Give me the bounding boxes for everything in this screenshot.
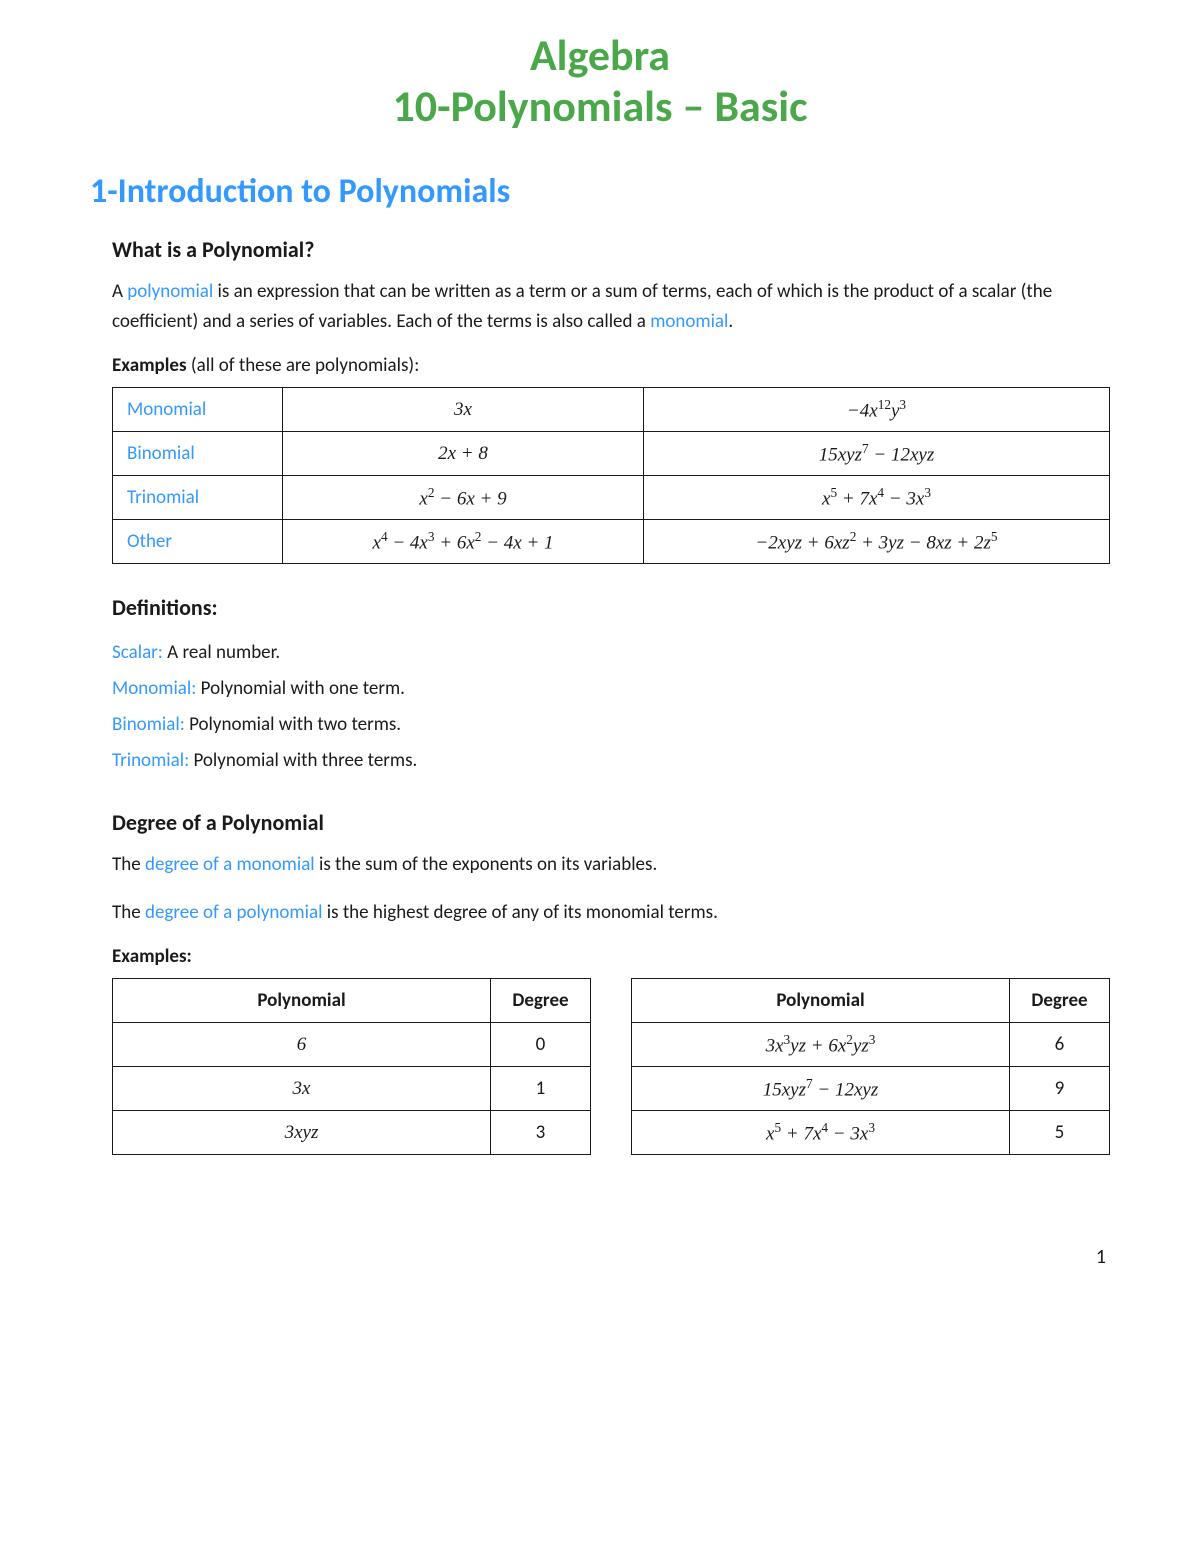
definition-body: Polynomial with two terms. — [185, 713, 401, 736]
dp1-term: degree of a monomial — [145, 853, 315, 876]
table-row: 3x3yz + 6x2yz36 — [632, 1023, 1110, 1067]
degree-poly: 3x — [113, 1067, 491, 1111]
table-row: Otherx4 − 4x3 + 6x2 − 4x + 1−2xyz + 6xz2… — [113, 520, 1110, 564]
table-row: x5 + 7x4 − 3x35 — [632, 1111, 1110, 1155]
examples-lead: Examples — [112, 354, 187, 377]
definition-body: A real number. — [163, 641, 280, 664]
definition-line: Binomial: Polynomial with two terms. — [112, 707, 1110, 743]
dp2-term: degree of a polynomial — [145, 901, 322, 924]
definition-body: Polynomial with one term. — [196, 677, 405, 700]
table-row: Monomial3x−4x12y3 — [113, 388, 1110, 432]
type-expr-2: 15xyz7 − 12xyz — [644, 432, 1110, 476]
document-title: Algebra 10-Polynomials – Basic — [90, 30, 1110, 131]
section-heading: 1-Introduction to Polynomials — [90, 171, 1110, 212]
deg-head-deg-r: Degree — [1010, 979, 1110, 1023]
dp1-pre: The — [112, 853, 145, 876]
type-expr-2: −4x12y3 — [644, 388, 1110, 432]
examples-rest: (all of these are polynomials): — [187, 354, 420, 377]
examples-label-1: Examples (all of these are polynomials): — [112, 354, 1110, 377]
degree-tables: Polynomial Degree 603x13xyz3 Polynomial … — [112, 978, 1110, 1175]
term-monomial: monomial — [650, 310, 728, 333]
definition-body: Polynomial with three terms. — [189, 749, 417, 772]
degree-table-left: Polynomial Degree 603x13xyz3 — [112, 978, 591, 1155]
table-row: Trinomialx2 − 6x + 9x5 + 7x4 − 3x3 — [113, 476, 1110, 520]
type-label: Other — [113, 520, 283, 564]
degree-value: 0 — [491, 1023, 591, 1067]
term-polynomial: polynomial — [127, 280, 213, 303]
definition-term: Scalar: — [112, 641, 163, 664]
type-expr-1: x2 − 6x + 9 — [283, 476, 644, 520]
deg-head-poly: Polynomial — [113, 979, 491, 1023]
degree-para-1: The degree of a monomial is the sum of t… — [112, 850, 1110, 879]
title-line-2: 10-Polynomials – Basic — [90, 81, 1110, 132]
intro-pre: A — [112, 280, 127, 303]
definitions-block: Scalar: A real number.Monomial: Polynomi… — [112, 635, 1110, 779]
type-label: Binomial — [113, 432, 283, 476]
subhead-what-is: What is a Polynomial? — [112, 236, 1110, 263]
degree-poly: x5 + 7x4 − 3x3 — [632, 1111, 1010, 1155]
intro-mid: is an expression that can be written as … — [112, 280, 1052, 332]
degree-poly: 15xyz7 − 12xyz — [632, 1067, 1010, 1111]
definition-term: Binomial: — [112, 713, 185, 736]
definition-term: Monomial: — [112, 677, 196, 700]
table-row: 3x1 — [113, 1067, 591, 1111]
degree-value: 1 — [491, 1067, 591, 1111]
table-row: 60 — [113, 1023, 591, 1067]
definition-line: Monomial: Polynomial with one term. — [112, 671, 1110, 707]
degree-value: 6 — [1010, 1023, 1110, 1067]
examples2-lead: Examples: — [112, 945, 192, 968]
degree-value: 5 — [1010, 1111, 1110, 1155]
page-number: 1 — [90, 1245, 1110, 1269]
type-expr-2: −2xyz + 6xz2 + 3yz − 8xz + 2z5 — [644, 520, 1110, 564]
examples-label-2: Examples: — [112, 945, 1110, 968]
subhead-degree: Degree of a Polynomial — [112, 809, 1110, 836]
type-expr-1: x4 − 4x3 + 6x2 − 4x + 1 — [283, 520, 644, 564]
degree-para-2: The degree of a polynomial is the highes… — [112, 898, 1110, 927]
degree-value: 9 — [1010, 1067, 1110, 1111]
degree-table-right: Polynomial Degree 3x3yz + 6x2yz3615xyz7 … — [631, 978, 1110, 1155]
intro-post: . — [728, 310, 733, 333]
table-row: 15xyz7 − 12xyz9 — [632, 1067, 1110, 1111]
degree-value: 3 — [491, 1111, 591, 1155]
type-expr-1: 3x — [283, 388, 644, 432]
definition-term: Trinomial: — [112, 749, 189, 772]
table-row: Binomial2x + 815xyz7 − 12xyz — [113, 432, 1110, 476]
degree-poly: 3xyz — [113, 1111, 491, 1155]
type-expr-1: 2x + 8 — [283, 432, 644, 476]
table-row: 3xyz3 — [113, 1111, 591, 1155]
title-line-1: Algebra — [90, 30, 1110, 81]
intro-paragraph: A polynomial is an expression that can b… — [112, 277, 1110, 336]
dp2-pre: The — [112, 901, 145, 924]
definition-line: Trinomial: Polynomial with three terms. — [112, 743, 1110, 779]
definition-line: Scalar: A real number. — [112, 635, 1110, 671]
degree-poly: 6 — [113, 1023, 491, 1067]
subhead-definitions: Definitions: — [112, 594, 1110, 621]
deg-head-poly-r: Polynomial — [632, 979, 1010, 1023]
deg-head-deg: Degree — [491, 979, 591, 1023]
dp2-post: is the highest degree of any of its mono… — [322, 901, 717, 924]
type-label: Trinomial — [113, 476, 283, 520]
type-expr-2: x5 + 7x4 − 3x3 — [644, 476, 1110, 520]
degree-poly: 3x3yz + 6x2yz3 — [632, 1023, 1010, 1067]
types-table: Monomial3x−4x12y3Binomial2x + 815xyz7 − … — [112, 387, 1110, 564]
dp1-post: is the sum of the exponents on its varia… — [315, 853, 658, 876]
type-label: Monomial — [113, 388, 283, 432]
